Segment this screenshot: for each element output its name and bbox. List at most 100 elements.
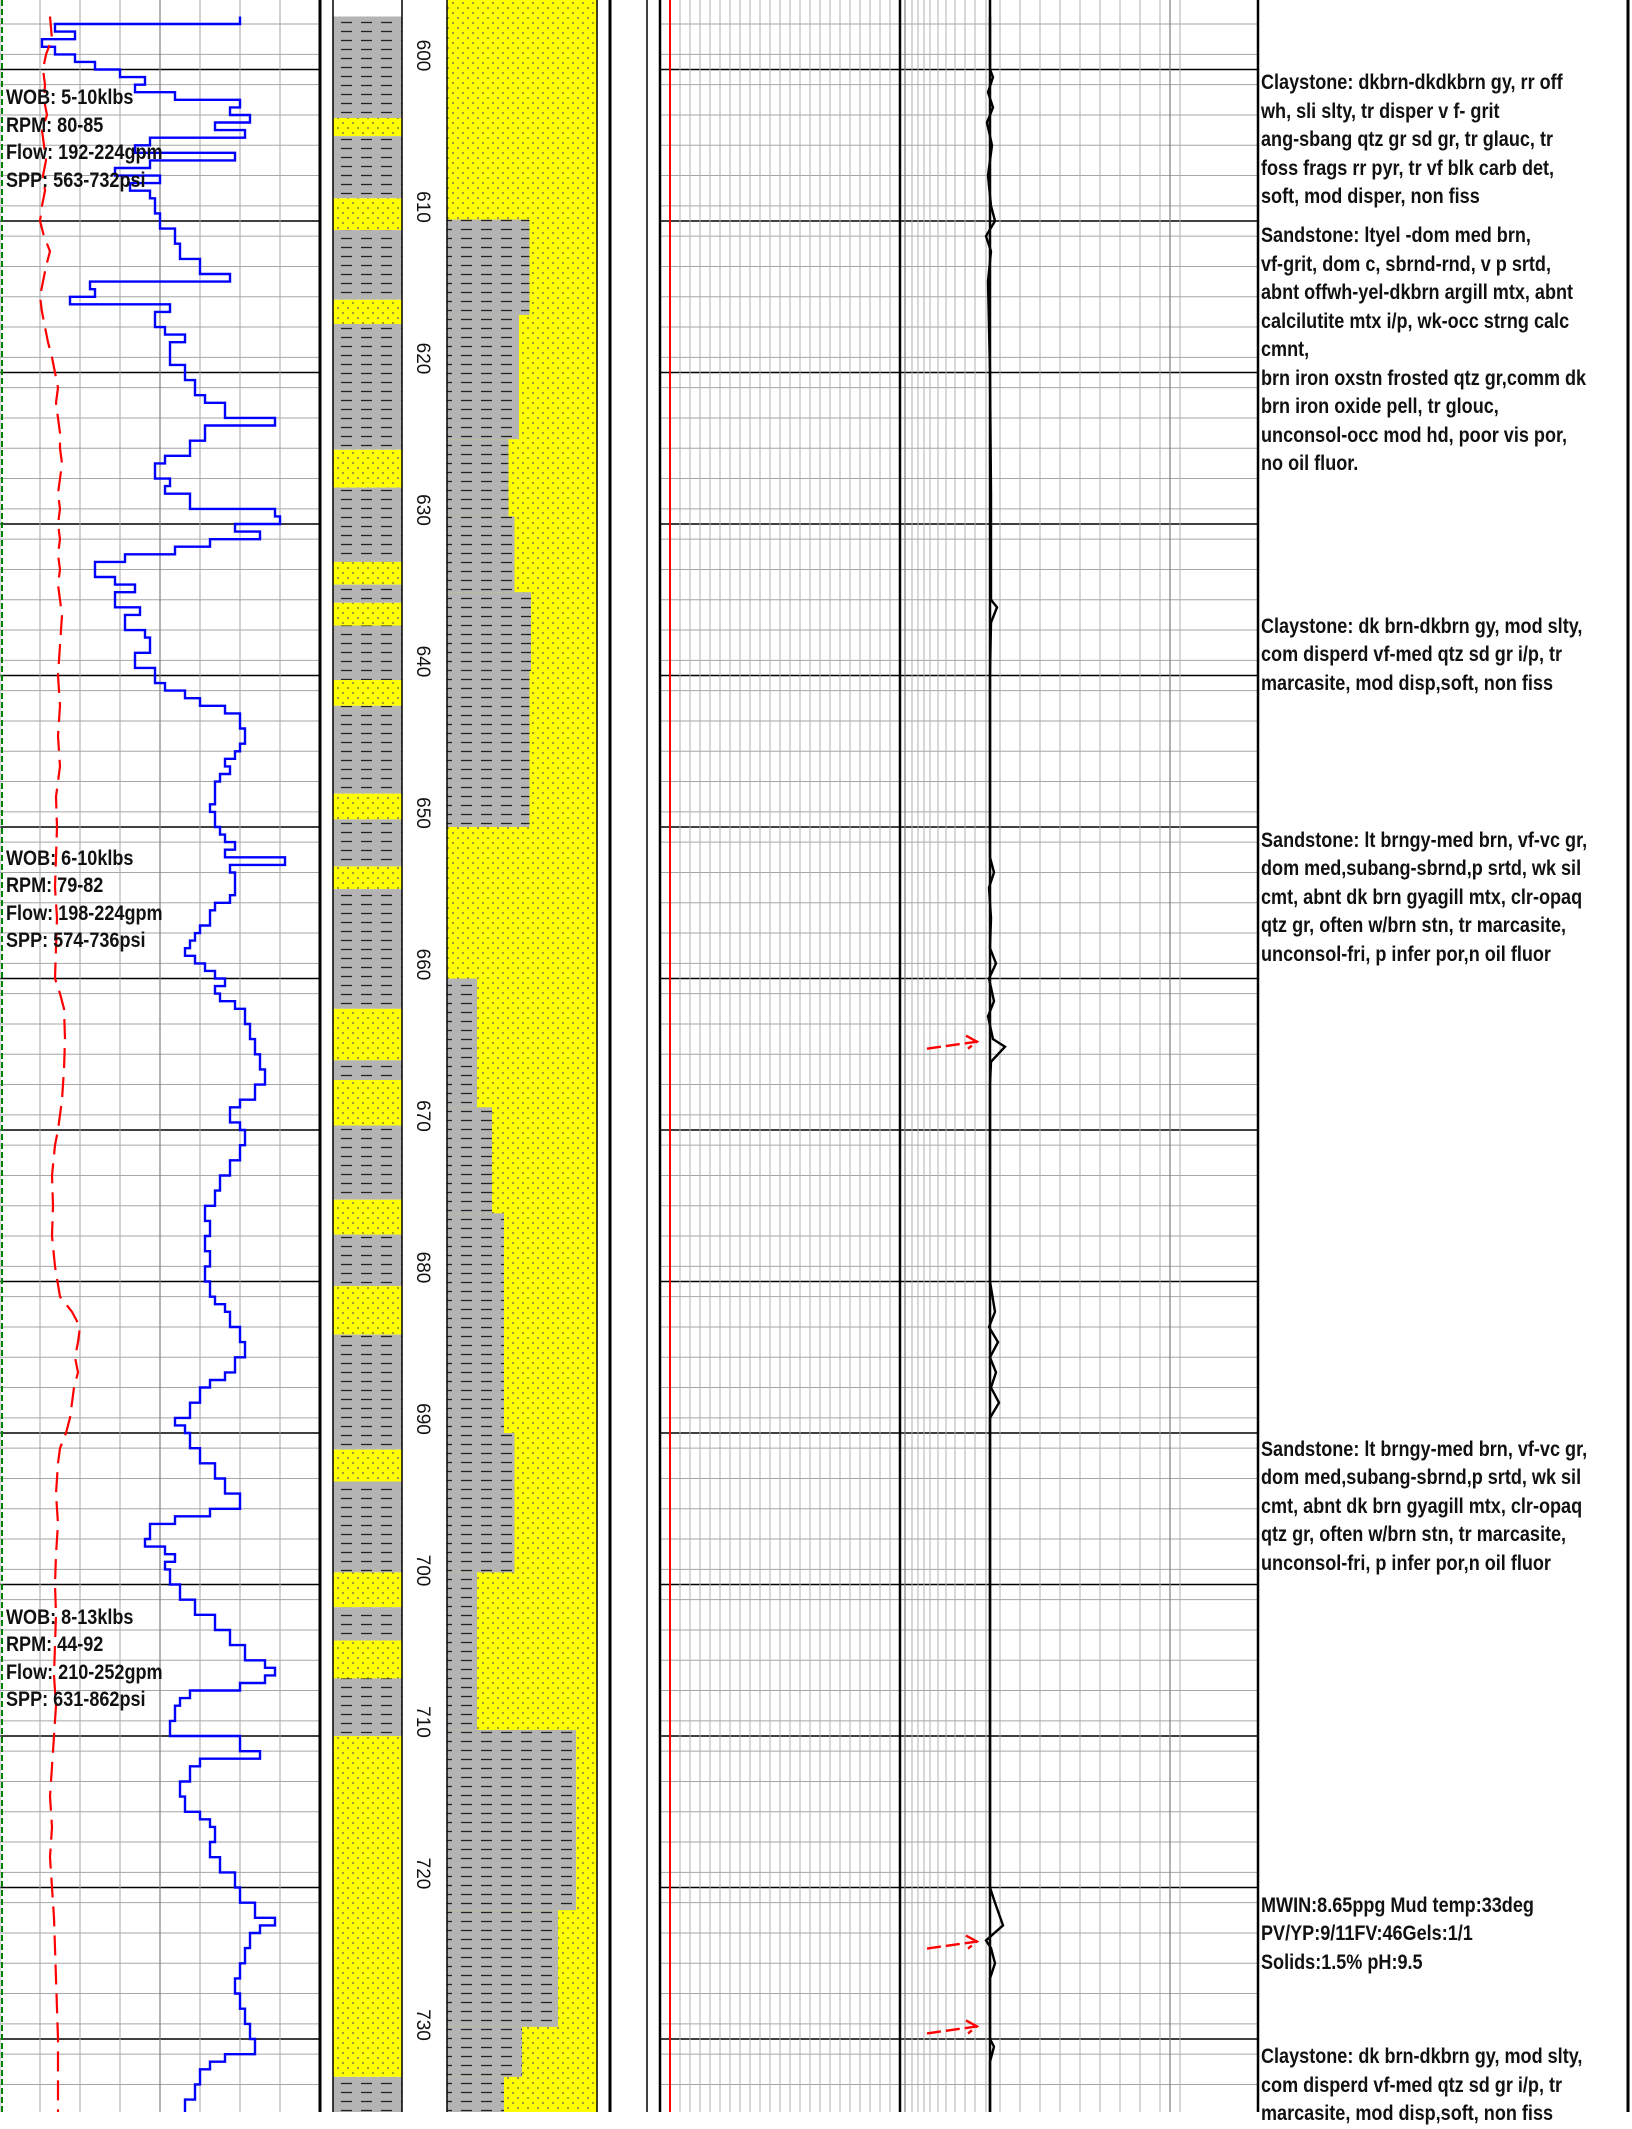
depth-tick-label: 700 — [412, 1555, 433, 1587]
sandstone-interval — [333, 866, 402, 890]
shale-fraction — [447, 1572, 477, 1730]
trend-curve — [38, 16, 82, 2112]
shale-interval — [333, 584, 402, 603]
depth-tick-label: 610 — [412, 191, 433, 223]
description-line: MWIN:8.65ppg Mud temp:33deg — [1261, 1893, 1534, 1917]
sandstone-interval — [333, 1736, 402, 2077]
shale-fraction — [447, 2076, 504, 2112]
drilling-parameter-block: WOB: 8-13klbs RPM: 44-92 Flow: 210-252gpm S… — [6, 1604, 163, 1714]
description-line: qtz gr, often w/brn stn, tr marcasite, — [1261, 1523, 1567, 1547]
sandstone-interval — [333, 1572, 402, 1608]
drilling-parameter-line: SPP: 631-862psi — [6, 1688, 146, 1712]
description-line: unconsol-fri, p infer por,n oil fluor — [1261, 942, 1551, 966]
shale-interval — [333, 625, 402, 681]
drilling-parameter-line: Flow: 198-224gpm — [6, 901, 163, 925]
description-line: ang-sbang qtz gr sd gr, tr glauc, tr — [1261, 128, 1553, 152]
depth-tick-label: 620 — [412, 343, 433, 375]
description-line: Claystone: dkbrn-dkdkbrn gy, rr off — [1261, 71, 1563, 95]
rop-curve — [40, 16, 287, 2112]
depth-tick-label: 690 — [412, 1403, 433, 1435]
description-line: no oil fluor. — [1261, 452, 1359, 476]
depth-labels: 600 610 620 630 640 650 660 670 680 690 700 710 720 7… — [412, 40, 433, 2041]
description-line: dom med,subang-sbrnd,p srtd, wk sil — [1261, 857, 1582, 881]
lithology-track — [333, 16, 402, 2112]
shale-fraction — [447, 592, 531, 671]
drilling-parameter-line: WOB: 8-13klbs — [6, 1605, 134, 1629]
sandstone-interval — [333, 1449, 402, 1482]
description-line: Sandstone: lt brngy-med brn, vf-vc gr, — [1261, 828, 1588, 852]
description-line: Solids:1.5% pH:9.5 — [1261, 1950, 1423, 1974]
drilling-parameter-line: RPM: 80-85 — [6, 113, 104, 137]
shale-interval — [333, 487, 402, 562]
description-line: brn iron oxide pell, tr glouc, — [1261, 395, 1499, 419]
shale-fraction — [447, 978, 477, 1108]
depth-tick-label: 730 — [412, 2009, 433, 2041]
depth-tick-label: 710 — [412, 1706, 433, 1738]
sandstone-interval — [333, 1286, 402, 1335]
curves — [38, 16, 1007, 2112]
sandstone-interval — [333, 1008, 402, 1061]
red-marker-arrow — [926, 1034, 980, 1050]
shale-interval — [333, 819, 402, 867]
description-line: qtz gr, often w/brn stn, tr marcasite, — [1261, 914, 1567, 938]
sandstone-interval — [333, 561, 402, 585]
lithology-description: Claystone: dkbrn-dkdkbrn gy, rr off wh, s… — [1261, 69, 1632, 212]
shale-interval — [333, 136, 402, 199]
description-line: marcasite, mod disp,soft, non fiss — [1261, 671, 1554, 695]
shale-fraction — [447, 516, 515, 593]
sandstone-interval — [333, 1199, 402, 1235]
description-line: vf-grit, dom c, sbrnd-rnd, v p srtd, — [1261, 252, 1551, 276]
grid-lines — [0, 0, 1258, 2112]
shale-interval — [333, 889, 402, 1009]
drilling-parameter-block: WOB: 6-10klbs RPM: 79-82 Flow: 198-224gpm S… — [6, 845, 163, 955]
shale-interval — [333, 1060, 402, 1081]
sandstone-interval — [333, 117, 402, 137]
description-line: unconsol-fri, p infer por,n oil fluor — [1261, 1551, 1551, 1575]
shale-interval — [333, 1234, 402, 1287]
shale-fraction — [447, 1213, 504, 1433]
shale-fraction — [447, 1433, 515, 1573]
shale-interval — [333, 1678, 402, 1736]
shale-fraction — [447, 1910, 558, 2027]
gas-curve — [984, 16, 1007, 2112]
depth-tick-label: 630 — [412, 494, 433, 526]
shale-interval — [333, 324, 402, 450]
shale-interval — [333, 2076, 402, 2112]
shale-interval — [333, 230, 402, 300]
sandstone-interval — [333, 1080, 402, 1126]
lithology-description: MWIN:8.65ppg Mud temp:33deg PV/YP:9/11FV:… — [1261, 1892, 1632, 1978]
shale-fraction — [447, 1729, 576, 1911]
lithology-description: Claystone: dk brn-dkbrn gy, mod slty, com… — [1261, 613, 1632, 699]
drilling-parameter-line: SPP: 563-732psi — [6, 168, 146, 192]
description-line: cmt, abnt dk brn gyagill mtx, clr-opaq — [1261, 1494, 1583, 1518]
shale-fraction — [447, 670, 530, 827]
sandstone-interval — [333, 602, 402, 626]
shale-fraction — [447, 314, 519, 440]
description-line: dom med,subang-sbrnd,p srtd, wk sil — [1261, 1466, 1582, 1490]
description-line: brn iron oxstn frosted qtz gr,comm dk — [1261, 366, 1587, 390]
depth-tick-label: 660 — [412, 949, 433, 981]
shale-interval — [333, 1607, 402, 1641]
description-line: soft, mod disper, non fiss — [1261, 185, 1480, 209]
interpreted-lithology-track — [447, 0, 597, 2112]
drilling-parameter-line: RPM: 79-82 — [6, 874, 104, 898]
description-line: com disperd vf-med qtz sd gr i/p, tr — [1261, 2073, 1563, 2097]
lithology-description: Sandstone: lt brngy-med brn, vf-vc gr, do… — [1261, 1436, 1632, 1579]
description-line: Sandstone: lt brngy-med brn, vf-vc gr, — [1261, 1437, 1588, 1461]
depth-tick-label: 670 — [412, 1100, 433, 1132]
drilling-parameter-line: Flow: 210-252gpm — [6, 1660, 163, 1684]
shale-fraction — [447, 439, 509, 517]
depth-tick-label: 680 — [412, 1252, 433, 1284]
sandstone-interval — [333, 680, 402, 706]
drilling-parameter-line: WOB: 5-10klbs — [6, 86, 134, 110]
description-line: wh, sli slty, tr disper v f- grit — [1261, 99, 1500, 123]
depth-tick-label: 600 — [412, 40, 433, 72]
sandstone-interval — [333, 1640, 402, 1679]
description-line: Claystone: dk brn-dkbrn gy, mod slty, — [1261, 2045, 1583, 2069]
description-line: com disperd vf-med qtz sd gr i/p, tr — [1261, 643, 1563, 667]
depth-tick-label: 720 — [412, 1858, 433, 1890]
depth-tick-label: 650 — [412, 797, 433, 829]
description-line: Sandstone: ltyel -dom med brn, — [1261, 224, 1531, 248]
